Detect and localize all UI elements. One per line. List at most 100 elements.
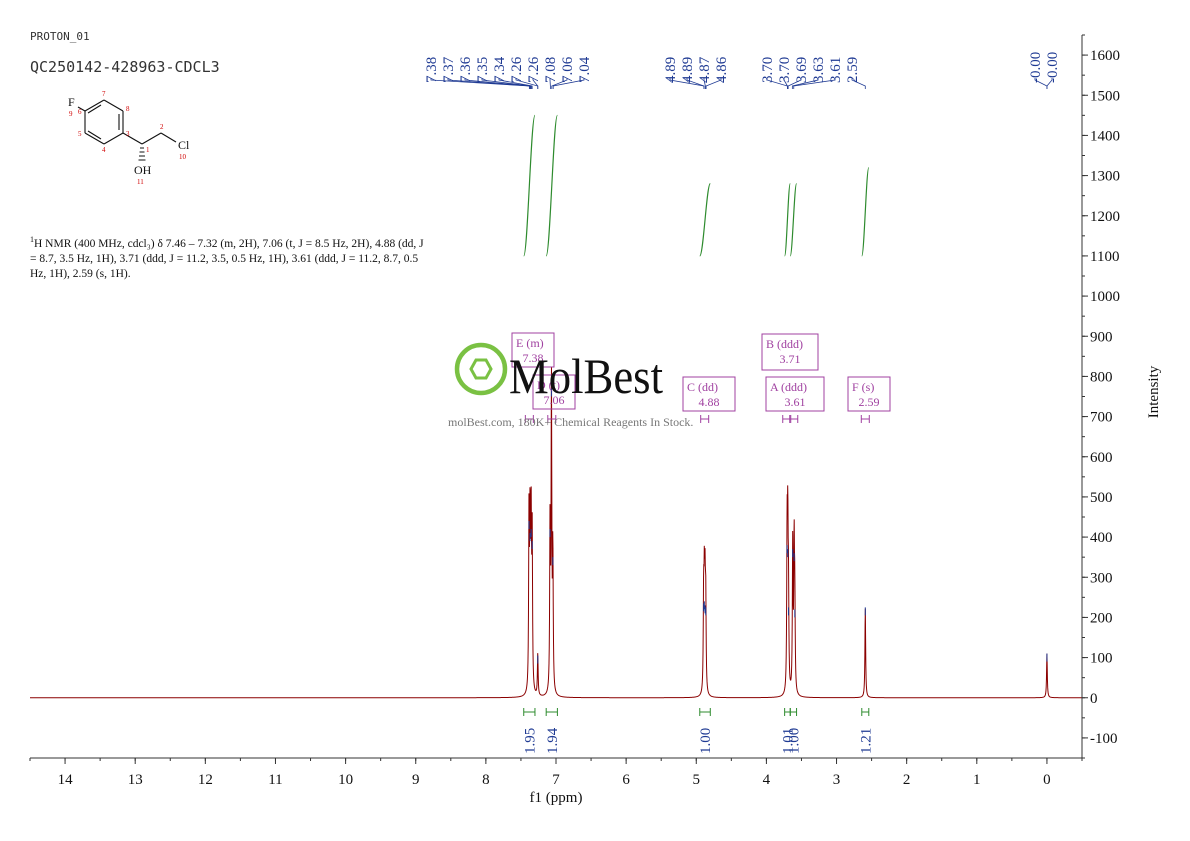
integral-value: 1.01 bbox=[780, 728, 796, 754]
multiplet-label: F (s) bbox=[852, 380, 874, 394]
multiplet-box-border bbox=[765, 376, 825, 412]
integral-value: 1.00 bbox=[698, 728, 714, 754]
integral-value: 1.00 bbox=[786, 728, 802, 754]
x-tick-label: 4 bbox=[763, 772, 771, 788]
atom-number-6: 6 bbox=[78, 108, 82, 116]
peak-label: 4.89 bbox=[680, 57, 696, 83]
peak-label-leader bbox=[552, 78, 585, 89]
atom-oh: OH bbox=[134, 163, 152, 177]
x-tick-label: 7 bbox=[552, 772, 560, 788]
atom-oh-number: 11 bbox=[137, 178, 144, 186]
peak-label-leader bbox=[791, 78, 819, 89]
peak-label: 7.26 bbox=[509, 56, 525, 83]
y-tick-label: 500 bbox=[1090, 490, 1113, 506]
y-tick-label: 1200 bbox=[1090, 209, 1120, 225]
x-tick-label: 14 bbox=[58, 772, 74, 788]
molecule-structure: F 9 6 7 8 3 4 5 1 2 Cl 10 OH 11 bbox=[68, 90, 190, 186]
integral-curve bbox=[784, 183, 791, 257]
multiplet-box-border bbox=[682, 376, 736, 412]
x-tick-label: 9 bbox=[412, 772, 420, 788]
peak-label: 7.26 bbox=[526, 56, 542, 83]
peak-label: 7.38 bbox=[424, 57, 440, 83]
watermark-logo-icon bbox=[454, 342, 508, 396]
multiplet-box: A (ddd)3.61 bbox=[765, 376, 825, 423]
peak-label: 7.06 bbox=[560, 56, 576, 83]
y-tick-label: 900 bbox=[1090, 329, 1113, 345]
peak-label: 7.37 bbox=[441, 56, 457, 83]
y-tick-label: 300 bbox=[1090, 570, 1113, 586]
x-tick-label: 8 bbox=[482, 772, 490, 788]
peak-label: 3.69 bbox=[794, 57, 810, 83]
y-tick-label: 400 bbox=[1090, 530, 1113, 546]
peak-label: 7.35 bbox=[475, 57, 491, 83]
peak-label-leader bbox=[705, 78, 722, 89]
peak-label: 3.70 bbox=[777, 57, 793, 83]
peak-label-leader bbox=[703, 78, 706, 89]
spectrum-trace bbox=[30, 367, 1082, 699]
multiplet-label: A (ddd) bbox=[770, 380, 807, 394]
atom-number-5: 5 bbox=[78, 130, 82, 138]
peak-label-leader bbox=[464, 78, 532, 89]
y-tick-label: 200 bbox=[1090, 610, 1113, 626]
multiplet-shift: 7.06 bbox=[544, 393, 565, 407]
multiplet-label: E (m) bbox=[516, 336, 544, 350]
integral-curve bbox=[861, 166, 870, 257]
peak-label: 4.87 bbox=[697, 56, 713, 83]
atom-number-8: 8 bbox=[126, 105, 130, 113]
peak-label-leader bbox=[481, 78, 532, 89]
peak-label-leader bbox=[686, 78, 705, 89]
sample-code: QC250142-428963-CDCL3 bbox=[30, 58, 220, 76]
peak-label-leader bbox=[532, 78, 539, 89]
x-tick-label: 0 bbox=[1043, 772, 1051, 788]
peak-label-leader bbox=[793, 78, 836, 89]
integral-curve bbox=[545, 114, 558, 257]
watermark-brand: MolBest bbox=[509, 348, 663, 404]
peak-label-leader bbox=[787, 78, 802, 89]
atom-number-1: 1 bbox=[146, 146, 150, 154]
y-tick-label: 100 bbox=[1090, 651, 1113, 667]
x-tick-label: 5 bbox=[693, 772, 701, 788]
peak-label-leader bbox=[430, 78, 530, 89]
multiplet-box: C (dd)4.88 bbox=[682, 376, 736, 423]
peak-label: -0.00 bbox=[1028, 52, 1044, 83]
y-tick-label: 600 bbox=[1090, 450, 1113, 466]
atom-number-2: 2 bbox=[160, 123, 164, 131]
multiplet-box: E (m)7.38 bbox=[511, 332, 555, 423]
integral-value: 1.95 bbox=[522, 728, 538, 754]
y-tick-label: 700 bbox=[1090, 410, 1113, 426]
atom-cl: Cl bbox=[178, 138, 190, 152]
integral-value: 1.21 bbox=[858, 728, 874, 754]
peak-label-leader bbox=[447, 78, 531, 89]
atom-number-3: 3 bbox=[126, 130, 130, 138]
multiplet-shift: 3.61 bbox=[785, 395, 806, 409]
peak-label-leader bbox=[551, 78, 568, 89]
y-tick-label: 1400 bbox=[1090, 128, 1120, 144]
x-tick-label: 6 bbox=[622, 772, 630, 788]
watermark-logo-hexagon bbox=[469, 358, 493, 380]
multiplet-box-border bbox=[511, 332, 555, 368]
multiplet-shift: 2.59 bbox=[859, 395, 880, 409]
multiplet-shift: 3.71 bbox=[780, 352, 801, 366]
peak-label-leader bbox=[851, 78, 866, 89]
x-axis-label: f1 (ppm) bbox=[530, 790, 583, 806]
peak-label: 7.04 bbox=[577, 56, 593, 83]
multiplet-shift: 4.88 bbox=[699, 395, 720, 409]
y-tick-label: 0 bbox=[1090, 691, 1098, 707]
peak-label: 3.70 bbox=[760, 57, 776, 83]
y-tick-label: 1600 bbox=[1090, 48, 1120, 64]
peak-label: 4.86 bbox=[714, 56, 730, 83]
peak-label-leader bbox=[1046, 78, 1053, 89]
nmr-description-text: H NMR (400 MHz, cdcl₃) δ 7.46 – 7.32 (m,… bbox=[30, 237, 424, 280]
integral-curve bbox=[523, 114, 536, 257]
multiplet-box-border bbox=[761, 333, 819, 371]
nmr-description: 1H NMR (400 MHz, cdcl₃) δ 7.46 – 7.32 (m… bbox=[30, 232, 430, 282]
peak-label: 7.08 bbox=[543, 57, 559, 83]
y-tick-label: 1000 bbox=[1090, 289, 1120, 305]
integral-curve bbox=[789, 183, 798, 257]
watermark-tagline: molBest.com, 180K+ Chemical Reagents In … bbox=[448, 415, 693, 429]
x-tick-label: 2 bbox=[903, 772, 911, 788]
peak-label: 3.61 bbox=[828, 57, 844, 83]
multiplet-label: D (t) bbox=[537, 378, 560, 392]
